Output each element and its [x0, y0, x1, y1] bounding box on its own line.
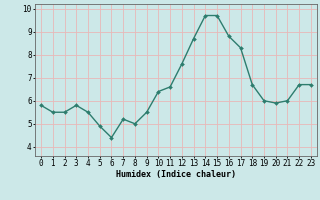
X-axis label: Humidex (Indice chaleur): Humidex (Indice chaleur)	[116, 170, 236, 179]
